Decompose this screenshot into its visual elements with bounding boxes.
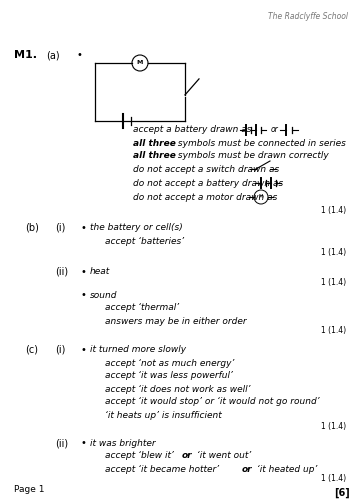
- Text: or: or: [271, 126, 279, 134]
- Text: (ii): (ii): [55, 267, 68, 277]
- Text: accept ‘it became hotter’: accept ‘it became hotter’: [105, 464, 222, 473]
- Text: 1 (1.4): 1 (1.4): [321, 206, 346, 214]
- Text: do not accept a battery drawn as: do not accept a battery drawn as: [133, 178, 283, 188]
- Text: or: or: [182, 452, 193, 460]
- Text: (i): (i): [55, 223, 65, 233]
- Text: The Radclyffe School: The Radclyffe School: [268, 12, 348, 21]
- Text: (i): (i): [55, 345, 65, 355]
- Text: all three: all three: [133, 152, 176, 160]
- Text: answers may be in either order: answers may be in either order: [105, 316, 247, 326]
- Text: 1 (1.4): 1 (1.4): [321, 278, 346, 286]
- Text: M: M: [259, 194, 263, 200]
- Text: (ii): (ii): [55, 438, 68, 448]
- Text: accept ‘batteries’: accept ‘batteries’: [105, 238, 184, 246]
- Text: accept ‘it would stop’ or ‘it would not go round’: accept ‘it would stop’ or ‘it would not …: [105, 398, 319, 406]
- Text: all three: all three: [133, 138, 176, 147]
- Text: accept ‘it does not work as well’: accept ‘it does not work as well’: [105, 384, 251, 394]
- Text: •: •: [80, 345, 86, 355]
- Text: accept a battery drawn as: accept a battery drawn as: [133, 126, 251, 134]
- Text: it turned more slowly: it turned more slowly: [90, 346, 186, 354]
- Text: •: •: [80, 223, 86, 233]
- Text: ‘it heated up’: ‘it heated up’: [254, 464, 317, 473]
- Text: heat: heat: [90, 268, 110, 276]
- Text: [6]: [6]: [334, 488, 350, 498]
- Text: M: M: [137, 60, 143, 66]
- Text: (a): (a): [46, 50, 60, 60]
- Text: Page 1: Page 1: [14, 486, 44, 494]
- Text: ‘it heats up’ is insufficient: ‘it heats up’ is insufficient: [105, 410, 222, 420]
- Text: or: or: [242, 464, 253, 473]
- Text: •: •: [76, 50, 82, 60]
- Text: M1.: M1.: [14, 50, 37, 60]
- Text: accept ‘it was less powerful’: accept ‘it was less powerful’: [105, 372, 233, 380]
- Text: sound: sound: [90, 290, 118, 300]
- Text: accept ‘blew it’: accept ‘blew it’: [105, 452, 177, 460]
- Text: •: •: [80, 290, 86, 300]
- Text: accept ‘thermal’: accept ‘thermal’: [105, 304, 179, 312]
- Text: (b): (b): [25, 223, 39, 233]
- Text: the battery or cell(s): the battery or cell(s): [90, 224, 183, 232]
- Text: accept ‘not as much energy’: accept ‘not as much energy’: [105, 358, 234, 368]
- Text: 1 (1.4): 1 (1.4): [321, 248, 346, 256]
- Text: do not accept a switch drawn as: do not accept a switch drawn as: [133, 164, 279, 173]
- Text: 1 (1.4): 1 (1.4): [321, 474, 346, 484]
- Text: •: •: [80, 438, 86, 448]
- Text: 1 (1.4): 1 (1.4): [321, 422, 346, 430]
- Text: do not accept a motor drawn as: do not accept a motor drawn as: [133, 192, 277, 202]
- Text: ‘it went out’: ‘it went out’: [194, 452, 251, 460]
- Text: it was brighter: it was brighter: [90, 438, 156, 448]
- Text: 1 (1.4): 1 (1.4): [321, 326, 346, 336]
- Text: (c): (c): [25, 345, 38, 355]
- Text: symbols must be connected in series: symbols must be connected in series: [175, 138, 346, 147]
- Text: •: •: [80, 267, 86, 277]
- Text: symbols must be drawn correctly: symbols must be drawn correctly: [175, 152, 329, 160]
